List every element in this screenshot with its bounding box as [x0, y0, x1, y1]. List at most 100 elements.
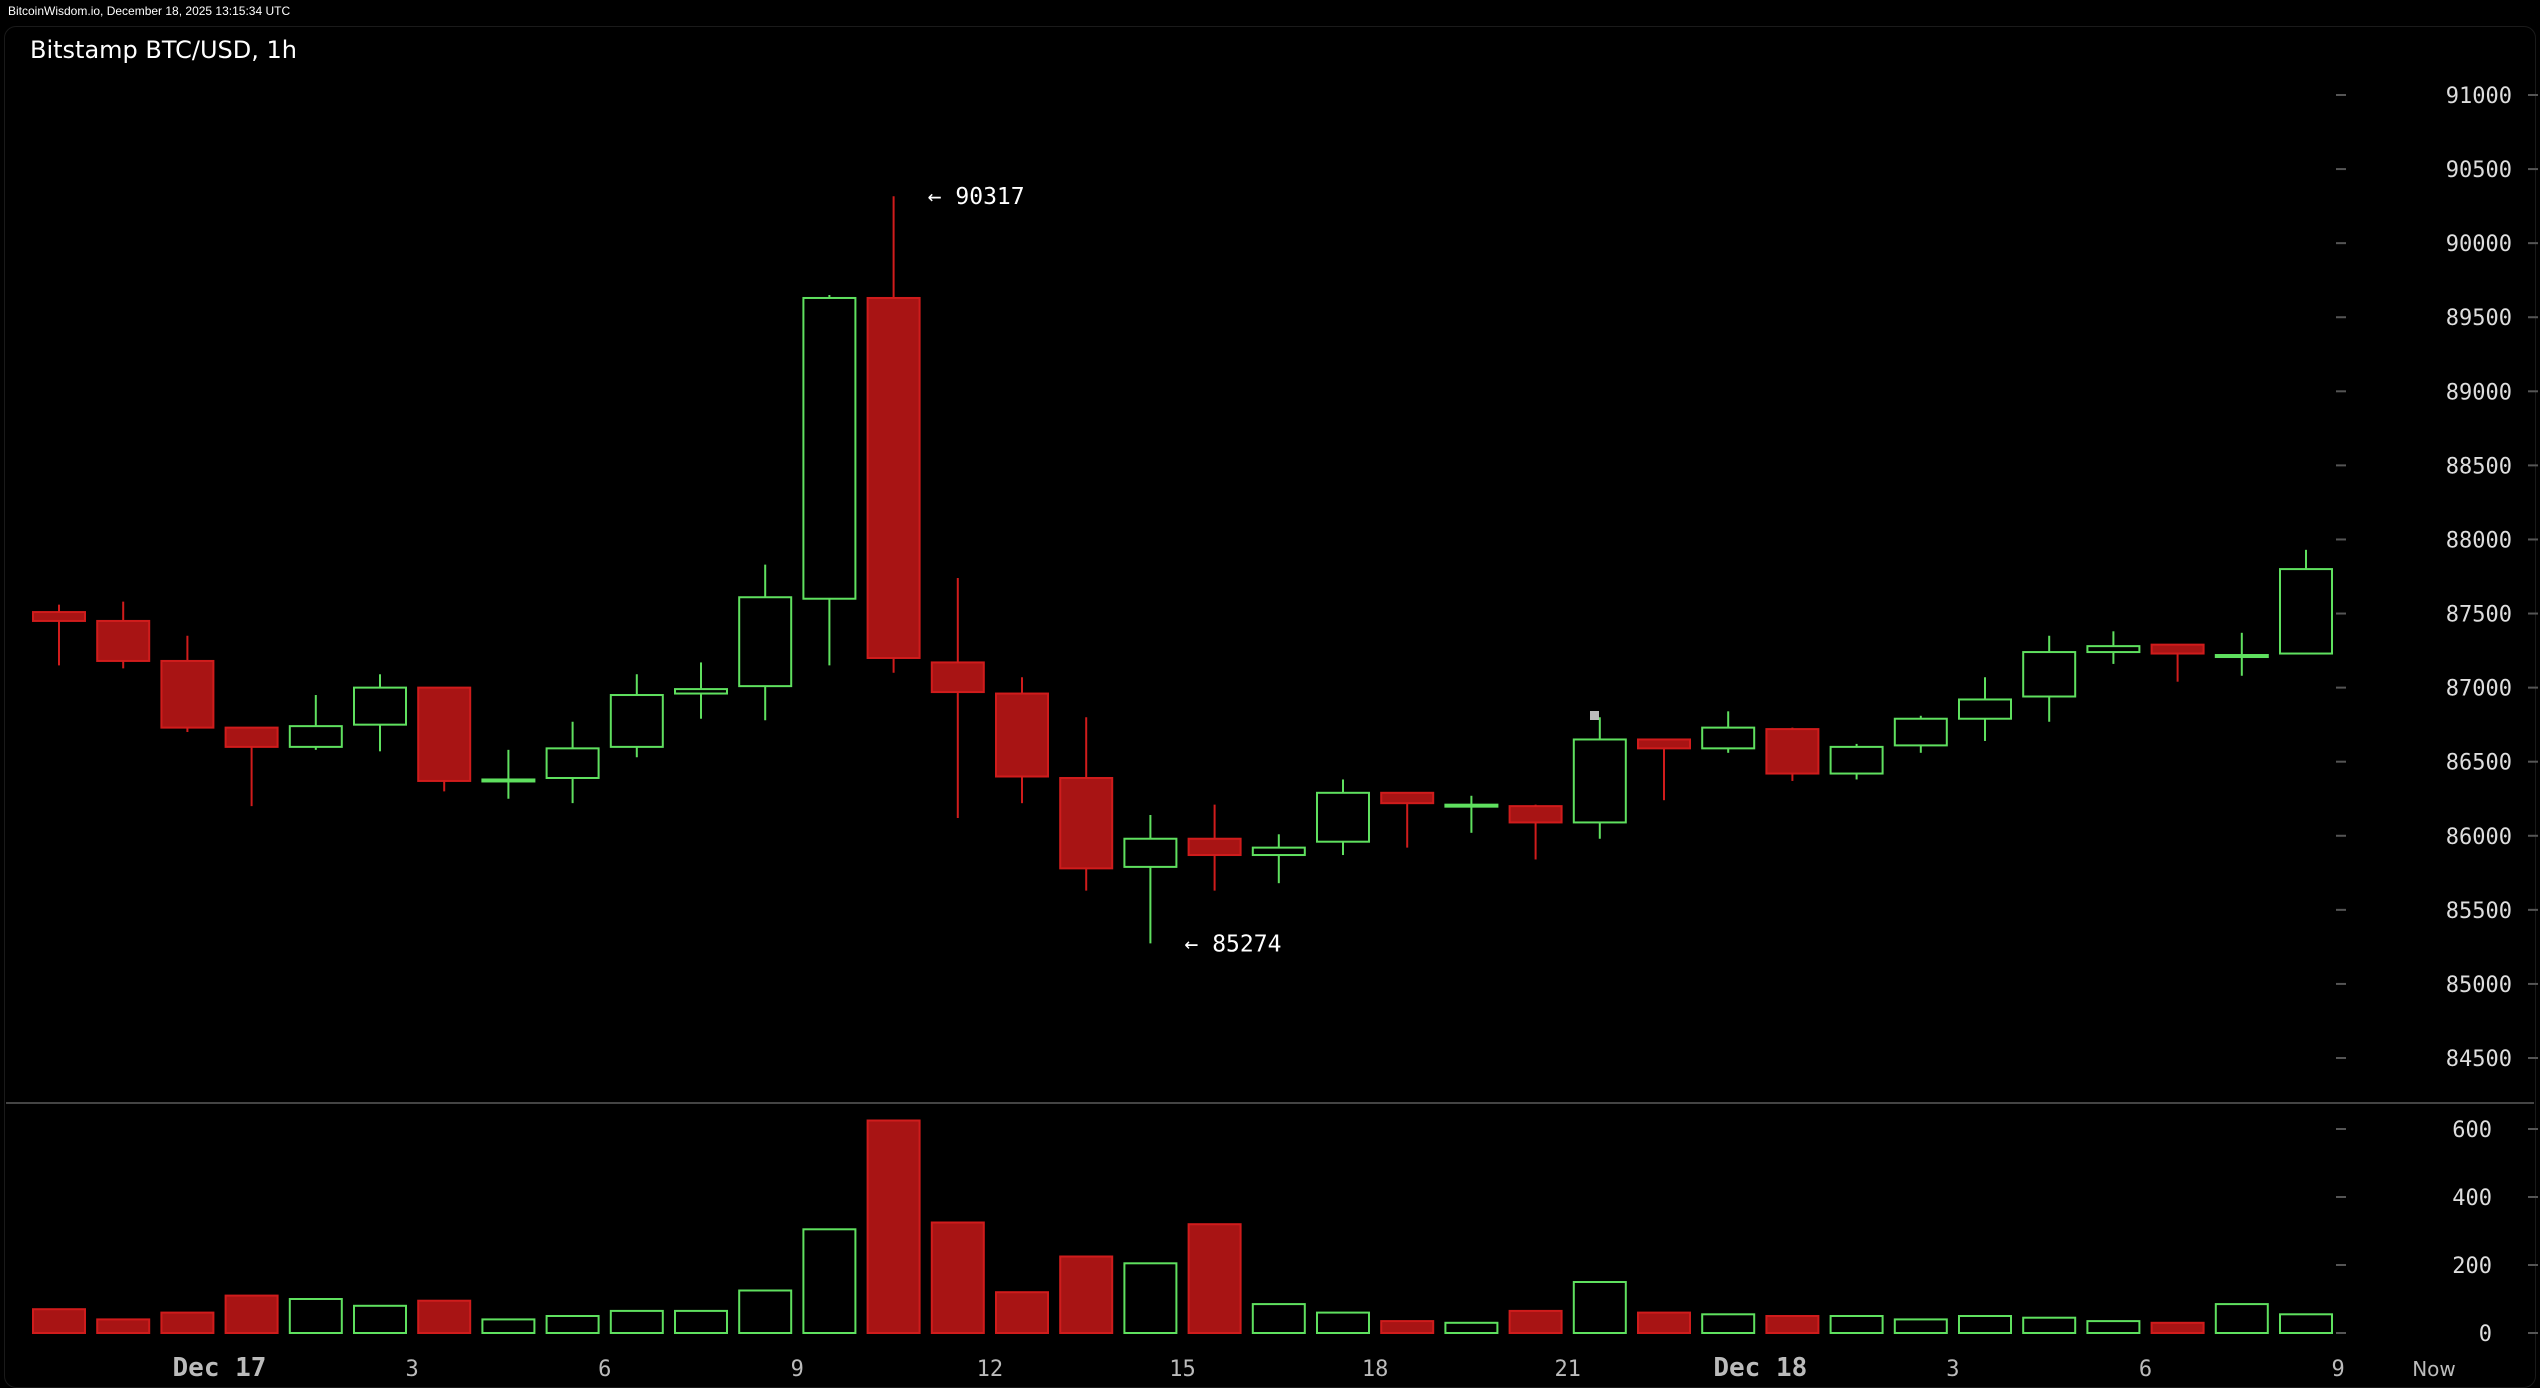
candle-body: [1572, 738, 1627, 824]
volume-bar: [545, 1315, 600, 1334]
price-tick-label: 85500: [2446, 899, 2512, 924]
volume-bar: [1829, 1315, 1884, 1334]
candle-body: [1637, 738, 1691, 750]
candle-body: [481, 778, 536, 783]
time-tick-label: Now: [2412, 1357, 2456, 1381]
volume-bars: [32, 1119, 2333, 1335]
volume-bar: [2086, 1320, 2141, 1334]
time-tick-label: Dec 17: [173, 1353, 267, 1383]
candle-body: [1316, 791, 1370, 843]
volume-tick-label: 0: [2479, 1322, 2492, 1347]
volume-bar: [802, 1228, 857, 1335]
time-tick-label: 3: [1946, 1357, 1959, 1382]
volume-bar: [674, 1309, 728, 1335]
candle-body: [1251, 846, 1306, 857]
volume-bar: [1701, 1313, 1756, 1335]
candle-body: [1893, 717, 1948, 747]
volume-bar: [738, 1289, 793, 1334]
volume-bar: [2214, 1303, 2269, 1334]
volume-tick-label: 400: [2452, 1186, 2492, 1211]
price-tick-label: 85000: [2446, 973, 2512, 998]
time-tick-label: 6: [598, 1357, 611, 1382]
volume-bar: [224, 1294, 279, 1334]
price-tick-label: 84500: [2446, 1047, 2512, 1072]
volume-bar: [1958, 1315, 2012, 1334]
price-tick-label: 86500: [2446, 751, 2512, 776]
volume-bar: [995, 1291, 1049, 1334]
volume-bar: [1893, 1318, 1948, 1335]
volume-bar: [353, 1304, 407, 1335]
volume-bar: [288, 1298, 343, 1334]
candle-body: [2214, 654, 2269, 659]
time-tick-label: 15: [1169, 1357, 1196, 1382]
volume-bar: [1572, 1281, 1627, 1334]
volume-bar: [1059, 1255, 1114, 1334]
price-candles: [32, 196, 2333, 944]
volume-bar: [866, 1119, 921, 1334]
candle-body: [1380, 791, 1435, 805]
price-tick-label: 88000: [2446, 528, 2512, 553]
time-tick-label: 9: [791, 1357, 804, 1382]
price-tick-label: 89500: [2446, 306, 2512, 331]
candle-body: [930, 661, 985, 694]
price-tick-label: 90000: [2446, 232, 2512, 257]
candle-body: [96, 619, 151, 662]
price-tick-label: 87000: [2446, 677, 2512, 702]
volume-bar: [2022, 1316, 2077, 1334]
candle-body: [160, 659, 215, 729]
candle-body: [866, 296, 921, 659]
time-tick-label: 12: [977, 1357, 1004, 1382]
candle-body: [2086, 645, 2141, 654]
volume-bar: [1637, 1311, 1691, 1334]
volume-bar: [160, 1311, 215, 1334]
time-tick-label: 3: [405, 1357, 418, 1382]
time-tick-label: Dec 18: [1713, 1353, 1807, 1383]
candle-body: [1059, 776, 1114, 870]
candle-body: [2279, 568, 2333, 655]
candle-body: [1508, 805, 1563, 824]
volume-bar: [1123, 1262, 1178, 1335]
volume-bar: [1444, 1321, 1499, 1335]
extreme-annotations: ← 90317 ← 85274: [928, 184, 1282, 957]
time-tick-label: 18: [1362, 1357, 1389, 1382]
candle-body: [995, 692, 1049, 778]
price-tick-label: 86000: [2446, 825, 2512, 850]
candle-body: [802, 296, 857, 600]
source-timestamp: BitcoinWisdom.io, December 18, 2025 13:1…: [8, 4, 291, 18]
candle-body: [609, 694, 664, 748]
price-axis: 84500 85000 85500 86000 86500 87000 87500 88000…: [2446, 84, 2512, 1072]
price-tick-label: 90500: [2446, 158, 2512, 183]
candle-body: [674, 688, 728, 695]
candle-body: [738, 596, 793, 688]
volume-bar: [1316, 1311, 1370, 1334]
price-tick-label: 91000: [2446, 84, 2512, 109]
volume-tick-label: 200: [2452, 1254, 2492, 1279]
price-tick-label: 87500: [2446, 603, 2512, 628]
time-axis: Dec 17 3 6 9 12 15 18 21 Dec 18 3 6 9 Now: [173, 1353, 2456, 1383]
candle-body: [1829, 745, 1884, 775]
volume-bar: [1380, 1320, 1435, 1334]
volume-bar: [1765, 1315, 1820, 1334]
candle-body: [1958, 698, 2012, 720]
time-tick-label: 21: [1554, 1357, 1581, 1382]
candle-body: [1444, 803, 1499, 808]
volume-bar: [930, 1221, 985, 1334]
volume-bar: [96, 1318, 151, 1335]
time-tick-label: 6: [2139, 1357, 2152, 1382]
cursor-marker: [1590, 711, 1599, 720]
axis-tick-marks: [2336, 94, 2538, 1334]
candle-body: [417, 686, 472, 782]
candle-body: [1123, 837, 1178, 868]
volume-bar: [1187, 1223, 1242, 1334]
volume-bar: [2150, 1321, 2205, 1335]
top-bar: BitcoinWisdom.io, December 18, 2025 13:1…: [0, 0, 2540, 24]
volume-bar: [1251, 1303, 1306, 1334]
volume-bar: [609, 1309, 664, 1335]
volume-bar: [32, 1308, 86, 1334]
candle-body: [2150, 643, 2205, 655]
price-tick-label: 88500: [2446, 454, 2512, 479]
chart-title: Bitstamp BTC/USD, 1h: [30, 36, 297, 64]
candle-body: [1701, 726, 1756, 750]
price-annotation: ← 85274: [1185, 931, 1282, 957]
